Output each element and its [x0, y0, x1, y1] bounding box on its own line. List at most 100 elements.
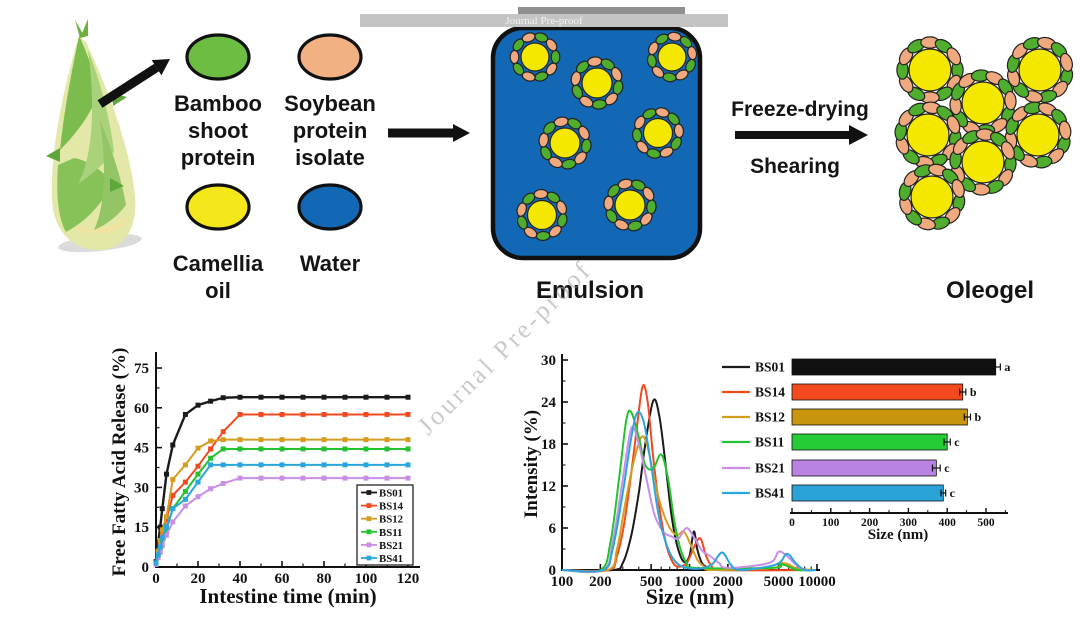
ingredient-label-line: Water: [299, 251, 361, 276]
ffa-ytick-label: 15: [134, 520, 149, 536]
dls-ytick-label: 18: [541, 437, 556, 453]
spi-particle: [673, 123, 685, 139]
sizebar-legend-label: BS11: [755, 435, 785, 450]
oil-core: [906, 113, 950, 157]
ffa-xtick-label: 80: [317, 571, 332, 587]
dls-intensity-chart: 100 200 500 1000 2000 5000 10000 0 6 12 18 24 30: [541, 353, 836, 590]
sizebar-row-BS21: BS21 c: [722, 459, 950, 477]
ffa-release-chart: 0 20 40 60 80 100 12001530456075BS01BS14BS12BS…: [134, 352, 420, 587]
ffa-xtick-label: 40: [233, 571, 248, 587]
size-bar: [791, 358, 997, 376]
spi-particle: [533, 188, 549, 200]
sig-letter: a: [1004, 360, 1010, 374]
bamboo-shoot-illustration: [46, 19, 142, 253]
spi-particle: [946, 47, 962, 66]
ffa-xtick-label: 0: [152, 571, 160, 587]
ingredient-label-line: Bamboo: [174, 91, 262, 116]
oil-core: [581, 67, 613, 99]
ffa-series-BS41: [153, 462, 411, 566]
ffa-legend-label: BS11: [379, 527, 402, 539]
spi-particle: [642, 186, 655, 202]
oil-core: [657, 42, 687, 72]
spi-particle: [1004, 90, 1017, 111]
journal-preproof-bar-text: Journal Pre-proof: [505, 14, 583, 27]
sizebar-xtick-label: 200: [861, 517, 879, 529]
sig-letter: c: [944, 461, 950, 475]
sizebar-legend-label: BS41: [755, 486, 785, 501]
sizebar-row-BS01: BS01 a: [722, 358, 1010, 376]
sig-letter: c: [954, 435, 960, 449]
size-bar: [791, 433, 948, 451]
spi-particle: [946, 115, 961, 135]
label-soybean-protein-isolate: Soybean protein isolate: [272, 90, 388, 171]
label-emulsion: Emulsion: [535, 277, 644, 304]
ffa-ytick-label: 30: [134, 480, 149, 496]
oil-core: [614, 189, 646, 221]
oil-core: [1016, 113, 1060, 157]
dls-xtick-label: 5000: [764, 574, 794, 590]
dls-series-BS21: [561, 425, 816, 574]
dls-ytick-label: 30: [541, 353, 556, 369]
size-bar: [791, 383, 964, 401]
spi-particle: [556, 200, 568, 215]
sizebar-legend-label: BS14: [755, 385, 785, 400]
spi-particle: [1059, 52, 1073, 72]
label-oleogel: Oleogel: [945, 277, 1035, 304]
ingredient-label-line: shoot: [188, 118, 248, 143]
emulsion-droplet: [631, 107, 685, 159]
ingredient-label-line: Camellia: [172, 251, 264, 276]
sizebar-legend-label: BS21: [755, 461, 785, 476]
size-bar: [791, 408, 968, 426]
bsp-particle: [535, 230, 551, 242]
arrow-emulsion-to-oleogel-head: [849, 125, 868, 145]
ingredient-ellipse-camellia-oil: [185, 183, 251, 231]
ffa-xtick-label: 120: [397, 571, 420, 587]
emulsion-droplet: [516, 188, 568, 242]
spi-particle: [545, 38, 558, 52]
dls-series-BS41: [561, 410, 816, 573]
size-bar: [791, 459, 937, 477]
arrow-bamboo-to-ingredients-head: [151, 59, 170, 76]
spi-particle: [951, 178, 965, 199]
process-diagram: [46, 19, 1074, 261]
ffa-legend-label: BS01: [379, 488, 403, 500]
oil-core: [961, 140, 1005, 184]
ingredient-label-line: oil: [205, 278, 231, 303]
dls-xtick-label: 500: [640, 574, 663, 590]
ffa-series-BS01: [153, 394, 411, 565]
dls-ytick-label: 12: [541, 479, 556, 495]
emulsion-droplet: [646, 31, 698, 83]
ffa-ytick-label: 0: [142, 560, 150, 576]
dls-ytick-label: 6: [549, 521, 557, 537]
ingredient-label-line: Soybean: [284, 91, 376, 116]
dls-xtick-label: 100: [551, 574, 574, 590]
dls-xtick-label: 200: [589, 574, 612, 590]
label-water: Water: [272, 250, 388, 277]
ffa-ytick-label: 75: [134, 361, 149, 377]
sizebar-xtick-label: 0: [789, 517, 795, 529]
ffa-legend-label: BS41: [379, 553, 403, 565]
ffa-legend-label: BS12: [379, 514, 403, 526]
arrow-bamboo-to-ingredients: [97, 63, 159, 108]
oil-core: [1018, 48, 1062, 92]
sizebar-row-BS11: BS11 c: [722, 433, 960, 451]
ffa-xtick-label: 60: [275, 571, 290, 587]
emulsion-droplet: [603, 178, 657, 232]
ffa-xaxis-title: Intestine time (min): [199, 584, 377, 608]
dls-ytick-label: 0: [549, 563, 557, 579]
dls-xaxis-title: Size (nm): [645, 584, 735, 609]
sizebar-xtick-label: 500: [977, 517, 995, 529]
spi-particle: [610, 66, 623, 82]
sizebar-xtick-label: 100: [822, 517, 840, 529]
label-freeze-drying: Freeze-drying: [731, 98, 869, 121]
ffa-legend-label: BS21: [379, 540, 403, 552]
oil-core: [908, 48, 952, 92]
ingredient-ellipse-soybean-protein-isolate: [297, 33, 363, 81]
header-bar: Journal Pre-proof: [360, 14, 728, 27]
size-bar: [791, 484, 944, 502]
sizebar-legend-label: BS12: [755, 410, 785, 425]
oleogel-droplet: [1006, 36, 1074, 104]
arrow-ingredients-to-emulsion-head: [453, 124, 470, 142]
sizebar-row-BS41: BS41 c: [722, 484, 956, 502]
